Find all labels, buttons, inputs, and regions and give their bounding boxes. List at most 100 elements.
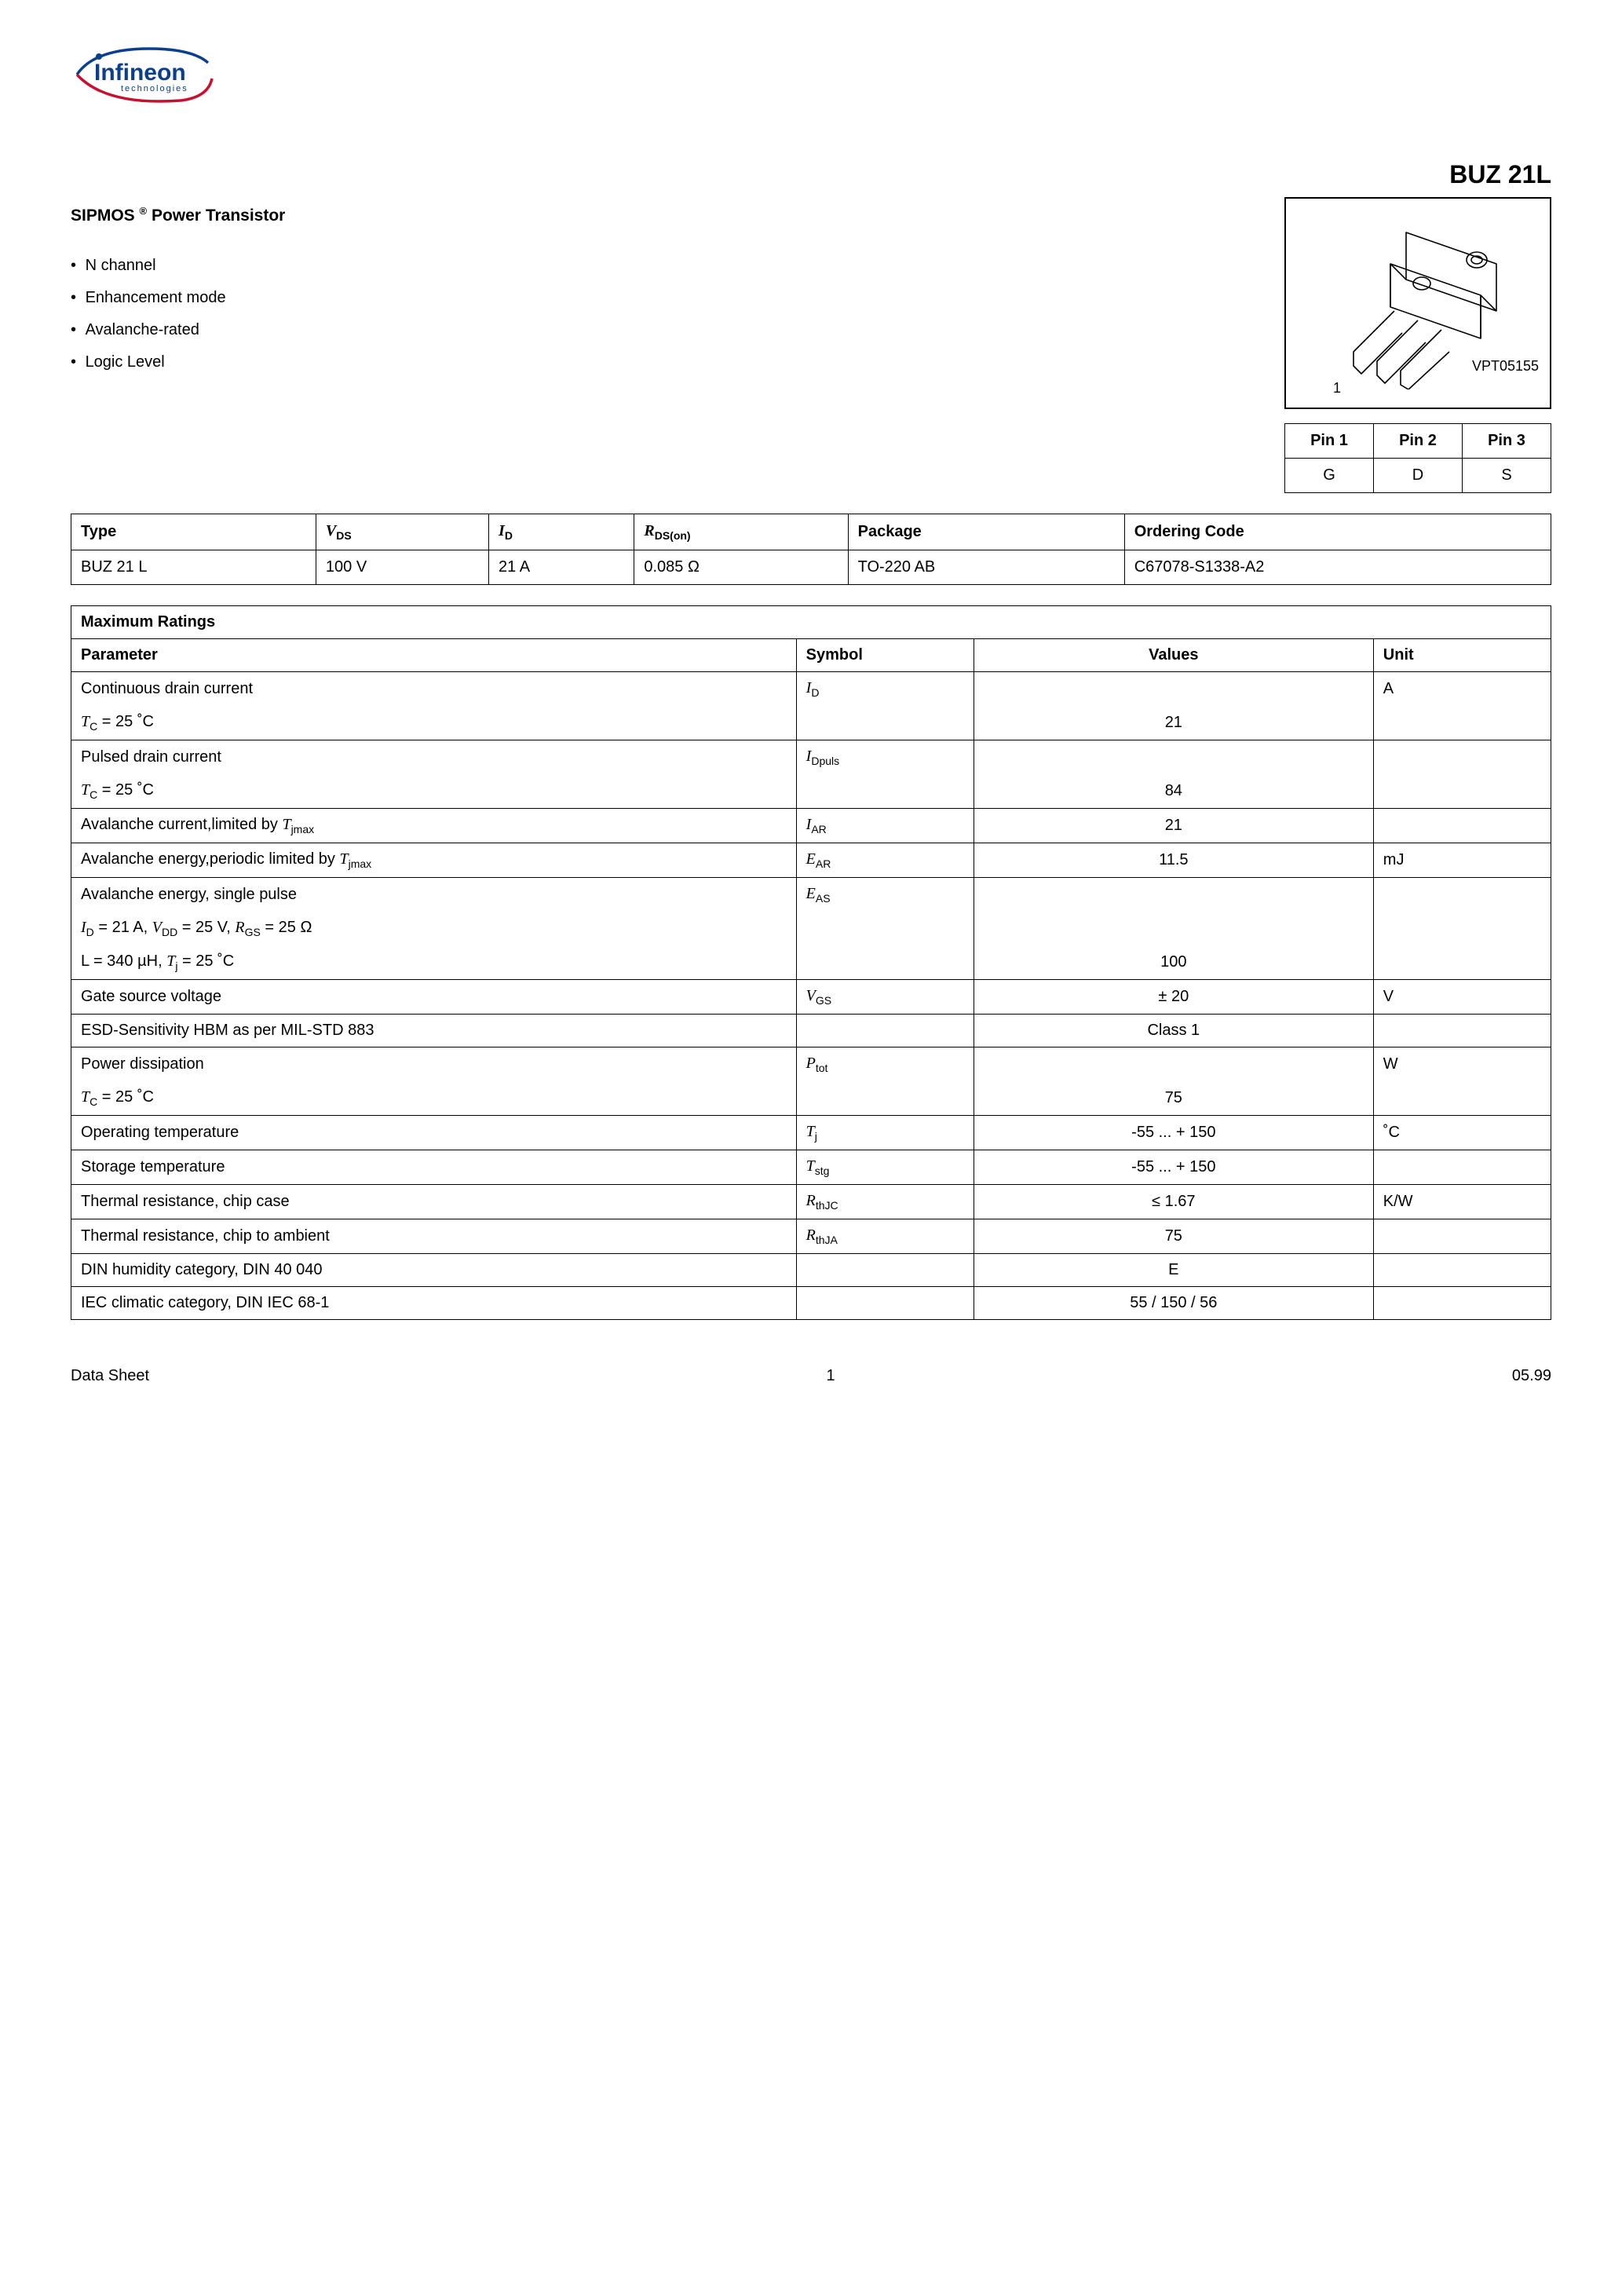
ratings-symbol — [796, 706, 974, 740]
ratings-symbol — [796, 945, 974, 980]
type-cell: 21 A — [489, 550, 634, 585]
ratings-unit: V — [1373, 980, 1551, 1015]
ratings-unit — [1373, 1015, 1551, 1047]
ratings-param: Gate source voltage — [71, 980, 797, 1015]
ratings-param: Avalanche energy,periodic limited by Tjm… — [71, 843, 797, 878]
ratings-symbol — [796, 1081, 974, 1116]
pin-value: D — [1374, 459, 1463, 493]
ratings-symbol — [796, 774, 974, 809]
pin-value: S — [1463, 459, 1551, 493]
ratings-symbol: VGS — [796, 980, 974, 1015]
feature-item: Logic Level — [71, 353, 1284, 371]
ratings-symbol — [796, 1254, 974, 1287]
package-drawing: VPT05155 1 — [1284, 197, 1551, 409]
ratings-unit — [1373, 1150, 1551, 1185]
ratings-param: Operating temperature — [71, 1116, 797, 1150]
ratings-unit: W — [1373, 1047, 1551, 1082]
ratings-unit — [1373, 740, 1551, 775]
feature-item: N channel — [71, 257, 1284, 275]
ratings-unit — [1373, 1081, 1551, 1116]
ratings-symbol: Tstg — [796, 1150, 974, 1185]
logo: Infineon technologies — [71, 47, 1551, 113]
ratings-param: Thermal resistance, chip to ambient — [71, 1219, 797, 1254]
ratings-value: -55 ... + 150 — [974, 1150, 1373, 1185]
ratings-value: 21 — [974, 809, 1373, 843]
type-cell: 100 V — [316, 550, 488, 585]
ratings-value: 100 — [974, 945, 1373, 980]
pin-value: G — [1285, 459, 1374, 493]
footer-center: 1 — [826, 1367, 835, 1385]
ratings-unit — [1373, 945, 1551, 980]
ratings-header: Symbol — [796, 639, 974, 672]
ratings-param: Pulsed drain current — [71, 740, 797, 775]
pin-header: Pin 1 — [1285, 424, 1374, 459]
ratings-symbol: RthJA — [796, 1219, 974, 1254]
ratings-value: ± 20 — [974, 980, 1373, 1015]
ratings-symbol: IAR — [796, 809, 974, 843]
type-table: Type VDS ID RDS(on) Package Ordering Cod… — [71, 514, 1551, 585]
ratings-param: IEC climatic category, DIN IEC 68-1 — [71, 1287, 797, 1320]
ratings-unit — [1373, 1254, 1551, 1287]
ratings-value: E — [974, 1254, 1373, 1287]
pin-header: Pin 2 — [1374, 424, 1463, 459]
ratings-value — [974, 912, 1373, 945]
ratings-param: TC = 25 ˚C — [71, 1081, 797, 1116]
ratings-unit: mJ — [1373, 843, 1551, 878]
footer: Data Sheet 1 05.99 — [71, 1367, 1551, 1385]
ratings-value — [974, 740, 1373, 775]
ratings-header: Unit — [1373, 639, 1551, 672]
product-title: BUZ 21L — [1449, 160, 1551, 189]
pin-header: Pin 3 — [1463, 424, 1551, 459]
ratings-header: Parameter — [71, 639, 797, 672]
ratings-param: Continuous drain current — [71, 672, 797, 707]
ratings-symbol: EAR — [796, 843, 974, 878]
ratings-value: 75 — [974, 1219, 1373, 1254]
ratings-value: 21 — [974, 706, 1373, 740]
ratings-value — [974, 1047, 1373, 1082]
package-label: VPT05155 — [1472, 358, 1539, 375]
ratings-param: L = 340 µH, Tj = 25 ˚C — [71, 945, 797, 980]
type-cell: TO-220 AB — [848, 550, 1124, 585]
max-ratings-heading: Maximum Ratings — [71, 606, 1551, 639]
feature-list: N channel Enhancement mode Avalanche-rat… — [71, 257, 1284, 371]
ratings-symbol: RthJC — [796, 1185, 974, 1219]
ratings-unit — [1373, 878, 1551, 912]
ratings-param: ESD-Sensitivity HBM as per MIL-STD 883 — [71, 1015, 797, 1047]
ratings-unit: K/W — [1373, 1185, 1551, 1219]
type-cell: 0.085 Ω — [634, 550, 848, 585]
type-header: RDS(on) — [634, 514, 848, 550]
ratings-value: 11.5 — [974, 843, 1373, 878]
feature-item: Enhancement mode — [71, 289, 1284, 307]
ratings-symbol — [796, 912, 974, 945]
ratings-param: Thermal resistance, chip case — [71, 1185, 797, 1219]
type-cell: C67078-S1338-A2 — [1124, 550, 1551, 585]
ratings-unit: ˚C — [1373, 1116, 1551, 1150]
sipmos-heading: SIPMOS ® Power Transistor — [71, 205, 1284, 225]
ratings-value: 75 — [974, 1081, 1373, 1116]
ratings-value — [974, 878, 1373, 912]
ratings-symbol: EAS — [796, 878, 974, 912]
ratings-param: TC = 25 ˚C — [71, 706, 797, 740]
ratings-symbol: Tj — [796, 1116, 974, 1150]
ratings-unit — [1373, 912, 1551, 945]
ratings-unit: A — [1373, 672, 1551, 707]
type-header: VDS — [316, 514, 488, 550]
pin-table: Pin 1 Pin 2 Pin 3 G D S — [1284, 423, 1551, 493]
footer-right: 05.99 — [1512, 1367, 1551, 1385]
type-cell: BUZ 21 L — [71, 550, 316, 585]
feature-item: Avalanche-rated — [71, 321, 1284, 339]
logo-name: Infineon — [94, 60, 186, 86]
ratings-value: Class 1 — [974, 1015, 1373, 1047]
ratings-param: ID = 21 A, VDD = 25 V, RGS = 25 Ω — [71, 912, 797, 945]
ratings-value: 55 / 150 / 56 — [974, 1287, 1373, 1320]
ratings-param: DIN humidity category, DIN 40 040 — [71, 1254, 797, 1287]
ratings-value: -55 ... + 150 — [974, 1116, 1373, 1150]
ratings-unit — [1373, 706, 1551, 740]
ratings-unit — [1373, 774, 1551, 809]
ratings-value — [974, 672, 1373, 707]
ratings-symbol — [796, 1287, 974, 1320]
ratings-param: Power dissipation — [71, 1047, 797, 1082]
ratings-param: Avalanche current,limited by Tjmax — [71, 809, 797, 843]
ratings-symbol: ID — [796, 672, 974, 707]
ratings-unit — [1373, 1219, 1551, 1254]
